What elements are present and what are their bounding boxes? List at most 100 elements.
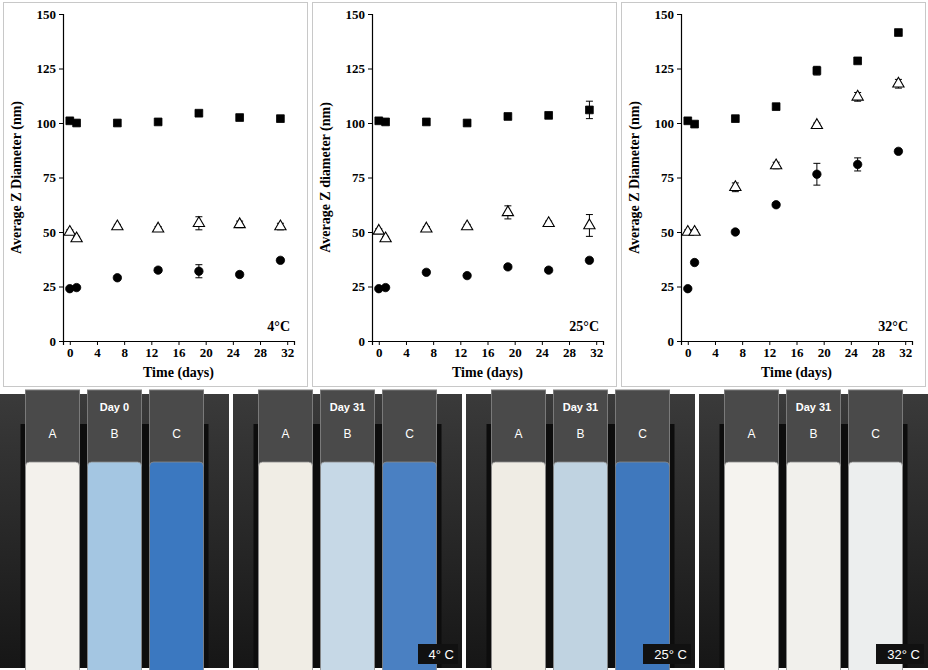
point [461,220,472,230]
tick: 12 [763,341,776,360]
tick-mark [59,14,63,15]
point [64,225,75,235]
tick: 16 [791,341,805,360]
point [854,57,862,65]
tube-glass [787,390,841,466]
point [276,256,284,264]
tube-glass [725,390,779,466]
tick-label: 20 [818,345,831,360]
tube-glass [150,390,204,466]
tube-glass [259,390,313,466]
tick: 150 [37,7,64,22]
tube-liquid [554,462,608,670]
tube-glass [26,390,80,466]
tick-label: 12 [763,345,776,360]
tick: 0 [685,341,692,360]
point [152,222,163,232]
tube-liquid [383,462,437,670]
tick: 125 [346,61,373,76]
tick: 20 [818,341,831,360]
tube-liquid [150,462,204,670]
tick-label: 24 [536,345,550,360]
tick: 25 [43,279,63,294]
series [373,206,595,242]
tube-glass [492,390,546,466]
point [381,283,389,291]
tick: 50 [352,225,372,240]
tick-mark [677,232,681,233]
label-patch [876,644,924,664]
tube-label: B [809,427,817,441]
point [772,201,780,209]
temperature-label: 32° C [887,647,920,662]
tick-mark [677,123,681,124]
point [811,119,822,129]
error-bar-cap [195,264,202,265]
day-label: Day 31 [796,401,831,413]
label-patch [643,644,691,664]
tick: 150 [346,7,373,22]
tube-label: C [638,427,647,441]
tick-label: 12 [145,345,158,360]
point [730,181,741,191]
tube-label: A [48,427,56,441]
tube-glass [383,390,437,466]
point [195,109,203,117]
point [813,170,821,178]
point [373,224,384,234]
point [73,119,81,127]
tick-label: 24 [227,345,241,360]
temperature-label: 4° C [429,647,454,662]
photo-panel: ABCDay 314° C [233,390,462,670]
y-axis-line [59,15,64,342]
tube-liquid [259,462,313,670]
tube-label: A [514,427,522,441]
point [382,118,390,126]
tick-mark [677,69,681,70]
point [504,113,512,121]
marks [682,29,904,293]
tick-mark [677,178,681,179]
tick-mark [59,69,63,70]
tick-label: 25 [661,279,675,294]
chart-panel: 0481216202428320255075100125150Time (day… [622,3,926,387]
tick-label: 150 [655,7,675,22]
series [66,256,285,293]
point [112,220,123,230]
error-bar-cap [195,277,202,278]
tick-mark [368,14,372,15]
tick-mark [677,341,681,342]
x-axis: 048121620242832 [682,341,913,360]
tick-label: 0 [376,345,383,360]
point [277,115,285,123]
error-bar-cap [854,101,861,102]
tick-label: 8 [739,345,746,360]
error-bar [586,101,593,118]
y-axis: 0255075100125150 [655,7,682,349]
error-bar-cap [504,218,511,219]
tick: 25 [352,279,372,294]
day-label: Day 31 [563,401,598,413]
tick-label: 75 [43,170,57,185]
annotation: 4°C [267,319,290,334]
tick-label: 25 [43,279,57,294]
tick: 0 [376,341,383,360]
point [586,106,594,114]
series [682,77,904,235]
tick: 16 [482,341,496,360]
tick: 100 [346,116,373,131]
tick: 28 [254,341,268,360]
tick: 12 [454,341,467,360]
tick: 75 [661,170,681,185]
tick: 4 [94,341,101,360]
y-axis: 0255075100125150 [37,7,64,349]
point [731,115,739,123]
tube-glass [88,390,142,466]
tick: 20 [509,341,522,360]
tick: 4 [712,341,719,360]
point [113,119,121,127]
tick-label: 16 [482,345,496,360]
point [71,232,82,242]
tick-label: 150 [346,7,366,22]
tick: 75 [43,170,63,185]
